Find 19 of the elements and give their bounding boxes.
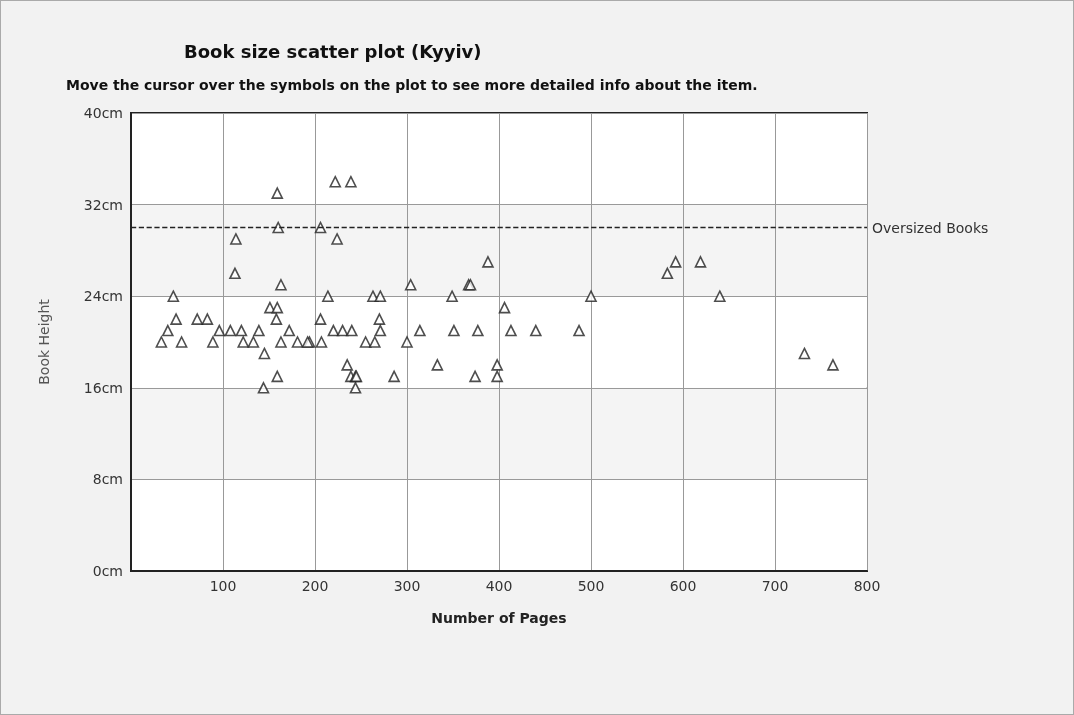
x-tick-label: 800 bbox=[853, 578, 881, 594]
y-tick-label: 32cm bbox=[83, 196, 123, 213]
x-tick-label: 600 bbox=[669, 578, 697, 594]
x-tick-label: 100 bbox=[209, 578, 237, 594]
x-axis-title: Number of Pages bbox=[431, 610, 567, 626]
y-tick-label: 0cm bbox=[92, 563, 123, 579]
y-tick-label: 24cm bbox=[83, 288, 123, 305]
ref-line-label: Oversized Books bbox=[872, 219, 989, 236]
x-tick-label: 500 bbox=[577, 578, 605, 594]
y-tick-label: 16cm bbox=[83, 379, 123, 396]
x-tick-label: 200 bbox=[301, 578, 329, 594]
x-tick-label: 700 bbox=[761, 578, 789, 594]
y-tick-label: 40cm bbox=[83, 105, 123, 121]
chart-title: Book size scatter plot (Kyyiv) bbox=[184, 40, 482, 62]
y-axis-title: Book Height bbox=[36, 298, 52, 385]
x-tick-label: 400 bbox=[485, 578, 513, 594]
chart-subtitle: Move the cursor over the symbols on the plot to see more detailed info about the item. bbox=[66, 77, 758, 93]
x-tick-label: 300 bbox=[393, 578, 421, 594]
y-tick-label: 8cm bbox=[92, 471, 123, 488]
